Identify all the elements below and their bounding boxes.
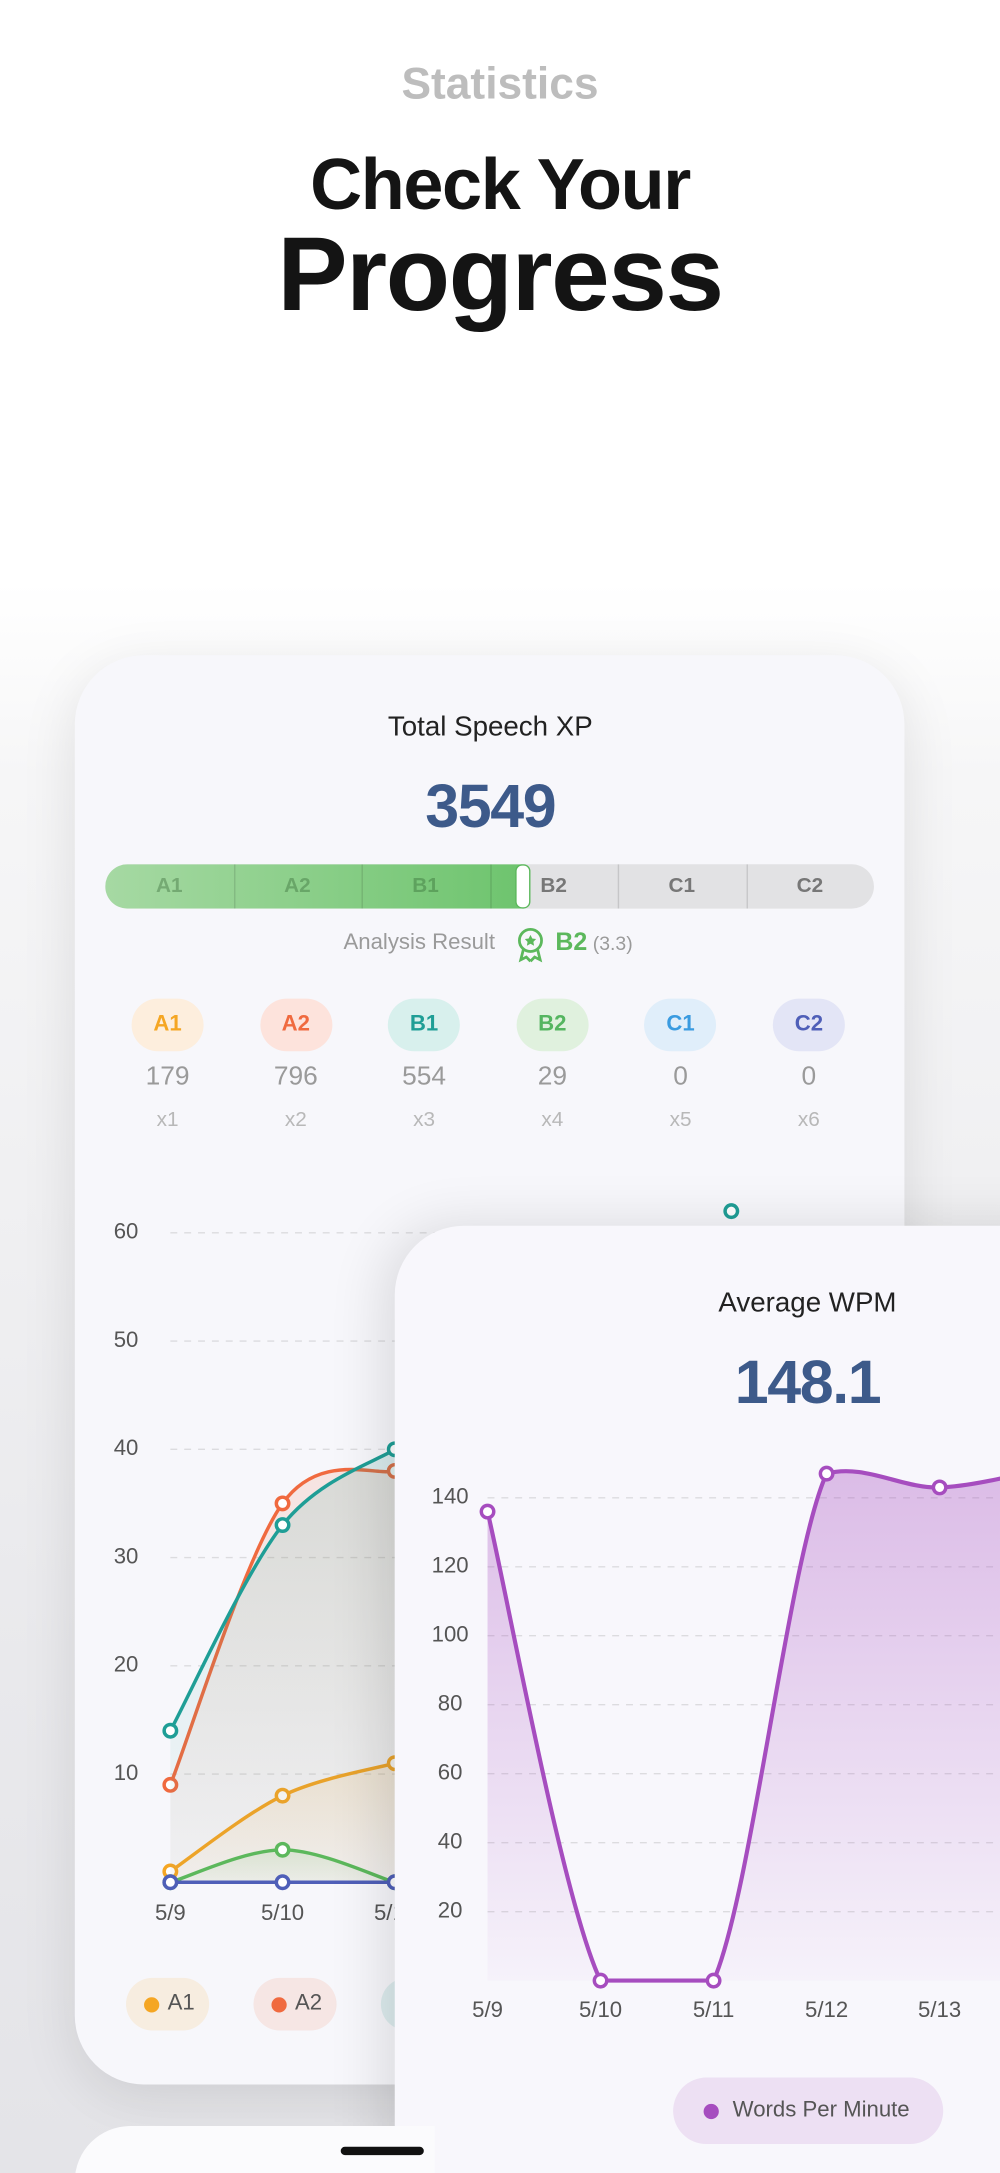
point <box>592 1972 609 1989</box>
x-tick-label: 5/9 <box>155 1900 186 1925</box>
legend-label: A1 <box>167 1991 195 2016</box>
level-label: C2 <box>796 873 824 898</box>
x-tick-label: 5/13 <box>918 1997 961 2022</box>
level-count: 0 <box>801 1062 817 1092</box>
level-progress <box>105 864 523 909</box>
point <box>274 1841 291 1858</box>
level-count: 29 <box>537 1062 567 1092</box>
point <box>705 1972 722 1989</box>
headline: Progress <box>277 216 724 334</box>
eyebrow: Statistics <box>401 58 599 109</box>
level-multiplier: x1 <box>156 1108 179 1132</box>
legend-item: A2 <box>253 1977 337 2031</box>
y-tick-label: 100 <box>432 1622 469 1647</box>
level-label: B2 <box>540 873 567 898</box>
level-multiplier: x2 <box>284 1108 307 1132</box>
x-tick-label: 5/10 <box>261 1900 304 1925</box>
level-count: 554 <box>402 1062 447 1092</box>
wpm-value: 148.1 <box>734 1349 882 1417</box>
x-tick-label: 5/12 <box>805 1997 848 2022</box>
level-label: C1 <box>668 873 696 898</box>
y-tick-label: 120 <box>432 1553 469 1578</box>
legend-item: A1 <box>126 1977 210 2031</box>
y-tick-label: 20 <box>438 1897 463 1922</box>
point <box>818 1465 835 1482</box>
level-pill: B1 <box>388 998 461 1052</box>
y-tick-label: 40 <box>438 1829 463 1854</box>
point <box>274 1517 291 1534</box>
y-tick-label: 40 <box>114 1435 139 1460</box>
area <box>170 1849 395 1883</box>
y-tick-label: 30 <box>114 1543 139 1568</box>
level-multiplier: x3 <box>413 1108 436 1132</box>
level-bar: A1 A2 B1 B2 C1 C2 <box>105 864 874 909</box>
x-tick-label: 5/11 <box>693 1997 734 2022</box>
y-tick-label: 60 <box>114 1219 139 1244</box>
y-tick-label: 140 <box>432 1484 469 1509</box>
point <box>274 1874 291 1891</box>
y-tick-label: 50 <box>114 1327 139 1352</box>
analysis-label: Analysis Result <box>343 930 495 955</box>
level-pill: C2 <box>772 998 845 1052</box>
y-tick-label: 20 <box>114 1652 139 1677</box>
headline: Check Your <box>310 145 691 226</box>
area <box>170 1449 395 1883</box>
segment-divider <box>745 864 748 909</box>
card-title: Total Speech XP <box>387 711 593 743</box>
area <box>487 1471 1000 1981</box>
point <box>162 1722 179 1739</box>
level-pill: C1 <box>644 998 717 1052</box>
level-count: 796 <box>273 1062 318 1092</box>
level-pill: A1 <box>131 998 204 1052</box>
legend-dot <box>271 1997 287 2013</box>
segment-divider <box>617 864 620 909</box>
point <box>723 1203 740 1220</box>
result-score: (3.3) <box>592 932 633 955</box>
level-count: 179 <box>145 1062 190 1092</box>
badge-icon <box>518 927 543 963</box>
level-handle <box>515 864 531 909</box>
legend-item: Words Per Minute <box>673 2077 944 2145</box>
y-tick-label: 10 <box>114 1760 139 1785</box>
level-multiplier: x6 <box>797 1108 820 1132</box>
y-tick-label: 80 <box>438 1691 463 1716</box>
point <box>162 1874 179 1891</box>
level-label: A2 <box>284 873 311 898</box>
x-tick-label: 5/10 <box>579 1997 622 2022</box>
legend-dot <box>144 1997 160 2013</box>
segment-divider <box>361 864 363 909</box>
level-count: 0 <box>673 1062 688 1092</box>
segment-divider <box>233 864 235 909</box>
level-pill: A2 <box>259 998 332 1052</box>
level-pill: B2 <box>516 998 589 1052</box>
y-tick-label: 60 <box>438 1760 463 1785</box>
xp-value: 3549 <box>425 772 556 841</box>
x-tick-label: 5/9 <box>472 1997 503 2022</box>
legend-label: A2 <box>295 1991 323 2016</box>
level-label: B1 <box>412 873 439 898</box>
point <box>931 1479 948 1496</box>
legend-dot <box>703 2103 719 2120</box>
level-multiplier: x4 <box>541 1108 564 1132</box>
home-indicator <box>340 2146 424 2156</box>
segment-divider <box>489 864 491 909</box>
point <box>274 1495 291 1512</box>
level-label: A1 <box>156 873 183 898</box>
result-level: B2 <box>555 927 588 956</box>
legend-label: Words Per Minute <box>732 2098 910 2122</box>
line <box>485 1469 1000 1983</box>
point <box>479 1503 496 1520</box>
card-title: Average WPM <box>718 1288 897 1319</box>
level-multiplier: x5 <box>669 1108 692 1132</box>
